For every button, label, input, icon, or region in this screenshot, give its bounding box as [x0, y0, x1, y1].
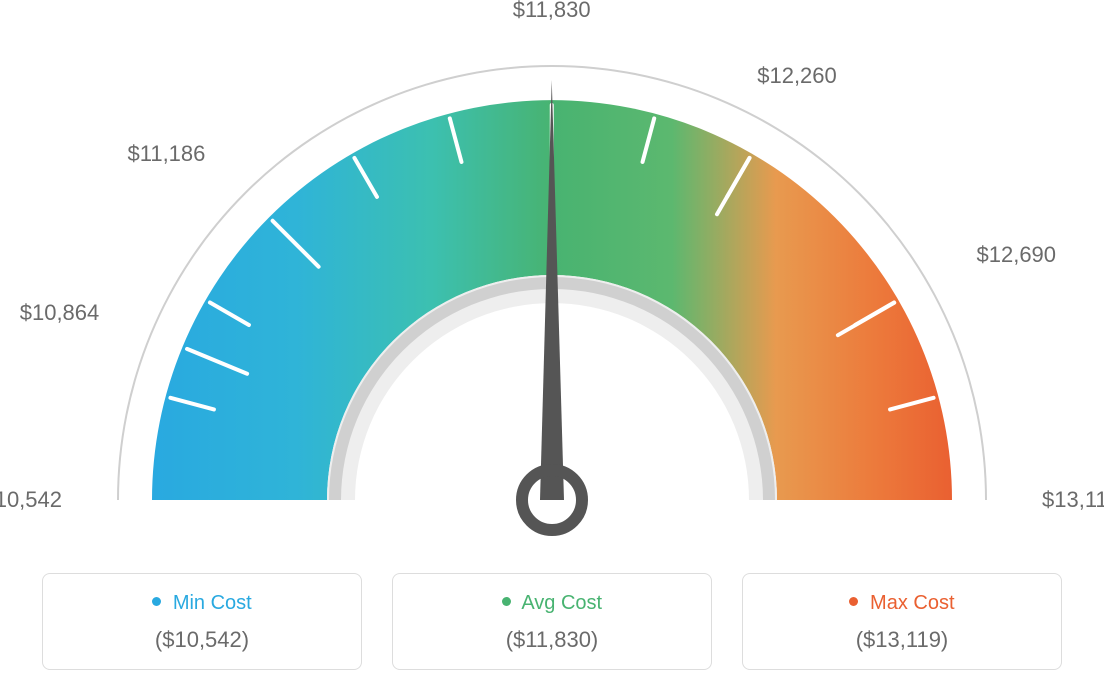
gauge-tick-label: $12,260	[757, 63, 837, 89]
dot-icon-avg	[502, 597, 511, 606]
gauge-svg	[0, 0, 1104, 560]
legend-row: Min Cost ($10,542) Avg Cost ($11,830) Ma…	[0, 573, 1104, 670]
legend-title-text-avg: Avg Cost	[521, 592, 602, 614]
gauge-tick-label: $11,830	[513, 0, 591, 23]
legend-title-min: Min Cost	[53, 592, 351, 615]
gauge-tick-label: $10,542	[0, 487, 62, 513]
gauge-tick-label: $12,690	[977, 242, 1057, 268]
legend-card-min: Min Cost ($10,542)	[42, 573, 362, 670]
dot-icon-max	[849, 597, 858, 606]
dot-icon-min	[152, 597, 161, 606]
gauge-area: $10,542 $10,864 $11,186 $11,830 $12,260 $12,6…	[0, 0, 1104, 560]
cost-gauge-chart: $10,542 $10,864 $11,186 $11,830 $12,260 $12,6…	[0, 0, 1104, 690]
legend-card-avg: Avg Cost ($11,830)	[392, 573, 712, 670]
legend-title-text-min: Min Cost	[173, 592, 252, 614]
gauge-tick-label: $11,186	[128, 141, 206, 167]
legend-value-min: ($10,542)	[53, 627, 351, 653]
gauge-tick-label: $10,864	[20, 300, 100, 326]
legend-value-avg: ($11,830)	[403, 627, 701, 653]
legend-value-max: ($13,119)	[753, 627, 1051, 653]
legend-title-max: Max Cost	[753, 592, 1051, 615]
legend-title-avg: Avg Cost	[403, 592, 701, 615]
gauge-tick-label: $13,119	[1042, 487, 1104, 513]
legend-title-text-max: Max Cost	[870, 592, 954, 614]
legend-card-max: Max Cost ($13,119)	[742, 573, 1062, 670]
